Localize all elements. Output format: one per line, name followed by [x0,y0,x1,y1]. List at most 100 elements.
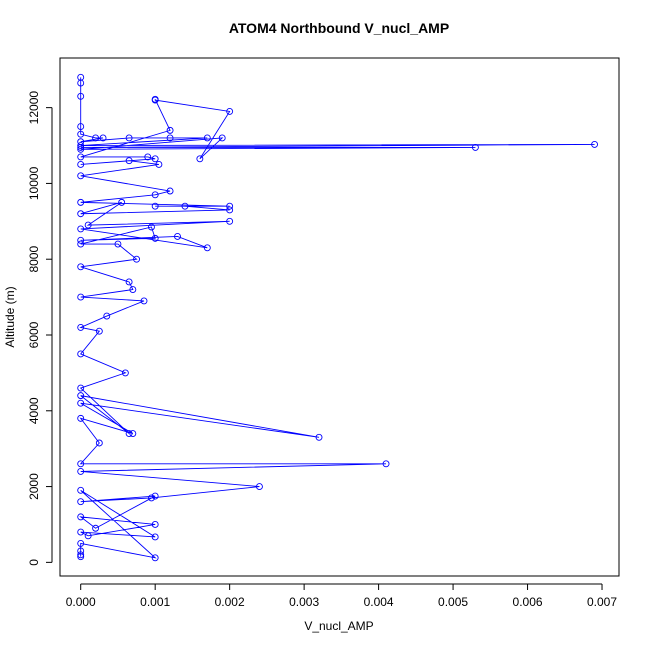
data-point [226,206,234,214]
data-point [77,263,85,271]
x-tick-label: 0.002 [215,595,245,609]
x-tick-label: 0.007 [587,595,617,609]
data-point [129,286,137,293]
data-point [92,524,100,532]
data-point [77,293,85,301]
x-tick-label: 0.000 [66,595,96,609]
data-point [151,554,159,562]
data-point [77,142,85,149]
data-point [133,255,141,263]
data-point [77,198,85,206]
chart-title: ATOM4 Northbound V_nucl_AMP [229,20,449,36]
x-axis-label: V_nucl_AMP [304,619,373,633]
x-tick-label: 0.005 [438,595,468,609]
data-point [77,236,85,244]
data-point [77,161,85,168]
data-point [151,492,159,500]
data-point [203,244,211,252]
data-point [181,202,189,210]
data-point [591,140,599,148]
data-point [84,532,92,540]
data-point [118,198,126,206]
data-point [196,155,204,163]
data-point [151,234,159,242]
y-tick-label: 2000 [27,473,41,500]
data-point [77,460,85,468]
data-point [77,172,85,180]
data-point [140,297,148,305]
data-point [255,483,263,491]
data-point [77,384,85,392]
data-point [77,79,85,87]
data-point [125,157,133,165]
data-point [77,130,85,138]
y-tick-label: 10000 [27,166,41,200]
plot-frame [59,57,620,577]
data-point [218,134,226,142]
data-point [77,399,85,407]
data-point [203,134,211,142]
data-point [151,202,159,210]
data-point [144,153,152,161]
data-point [77,210,85,218]
y-axis-label: Altitude (m) [3,286,17,347]
data-point [166,187,174,195]
data-point [471,143,479,151]
y-tick-label: 12000 [27,91,41,125]
data-point [151,191,159,199]
y-tick-label: 6000 [27,321,41,348]
data-point [121,369,129,377]
data-point [129,430,137,437]
x-tick-label: 0.004 [364,595,394,609]
data-point [151,95,159,103]
data-point [77,486,85,494]
data-point [148,223,155,231]
data-point [77,539,85,547]
data-point [84,221,92,229]
data-point [77,92,85,100]
data-point [77,145,85,153]
x-tick-label: 0.001 [140,595,170,609]
data-point [77,225,85,233]
data-point [77,553,85,561]
x-tick-label: 0.006 [513,595,543,609]
data-point [166,126,174,134]
data-point [77,498,85,506]
data-point [155,161,163,168]
data-point [77,528,85,536]
data-point [103,312,111,320]
data-point [315,433,323,441]
data-point [151,155,159,163]
data-point [125,430,133,437]
data-point [77,551,85,559]
data-point [148,494,155,502]
data-line [79,77,595,559]
data-point [77,513,85,521]
data-point [226,202,234,210]
data-point [77,392,85,400]
data-point [77,123,85,131]
data-point [77,414,85,422]
data-point [382,460,390,468]
data-point [95,327,103,335]
data-point [125,278,133,286]
x-tick-label: 0.003 [289,595,319,609]
data-point [226,107,234,115]
data-point [174,233,181,240]
y-tick-label: 8000 [27,246,41,273]
data-point [77,143,85,151]
y-tick-label: 4000 [27,397,41,424]
data-point [77,467,85,475]
data-point [77,153,85,161]
data-point [92,134,100,142]
data-point [77,240,85,248]
y-tick-label: 0 [27,559,41,566]
data-point [226,217,234,225]
data-point [166,134,174,142]
data-point [99,134,107,142]
data-point [151,521,159,528]
data-point [77,323,85,331]
data-point [77,350,85,358]
